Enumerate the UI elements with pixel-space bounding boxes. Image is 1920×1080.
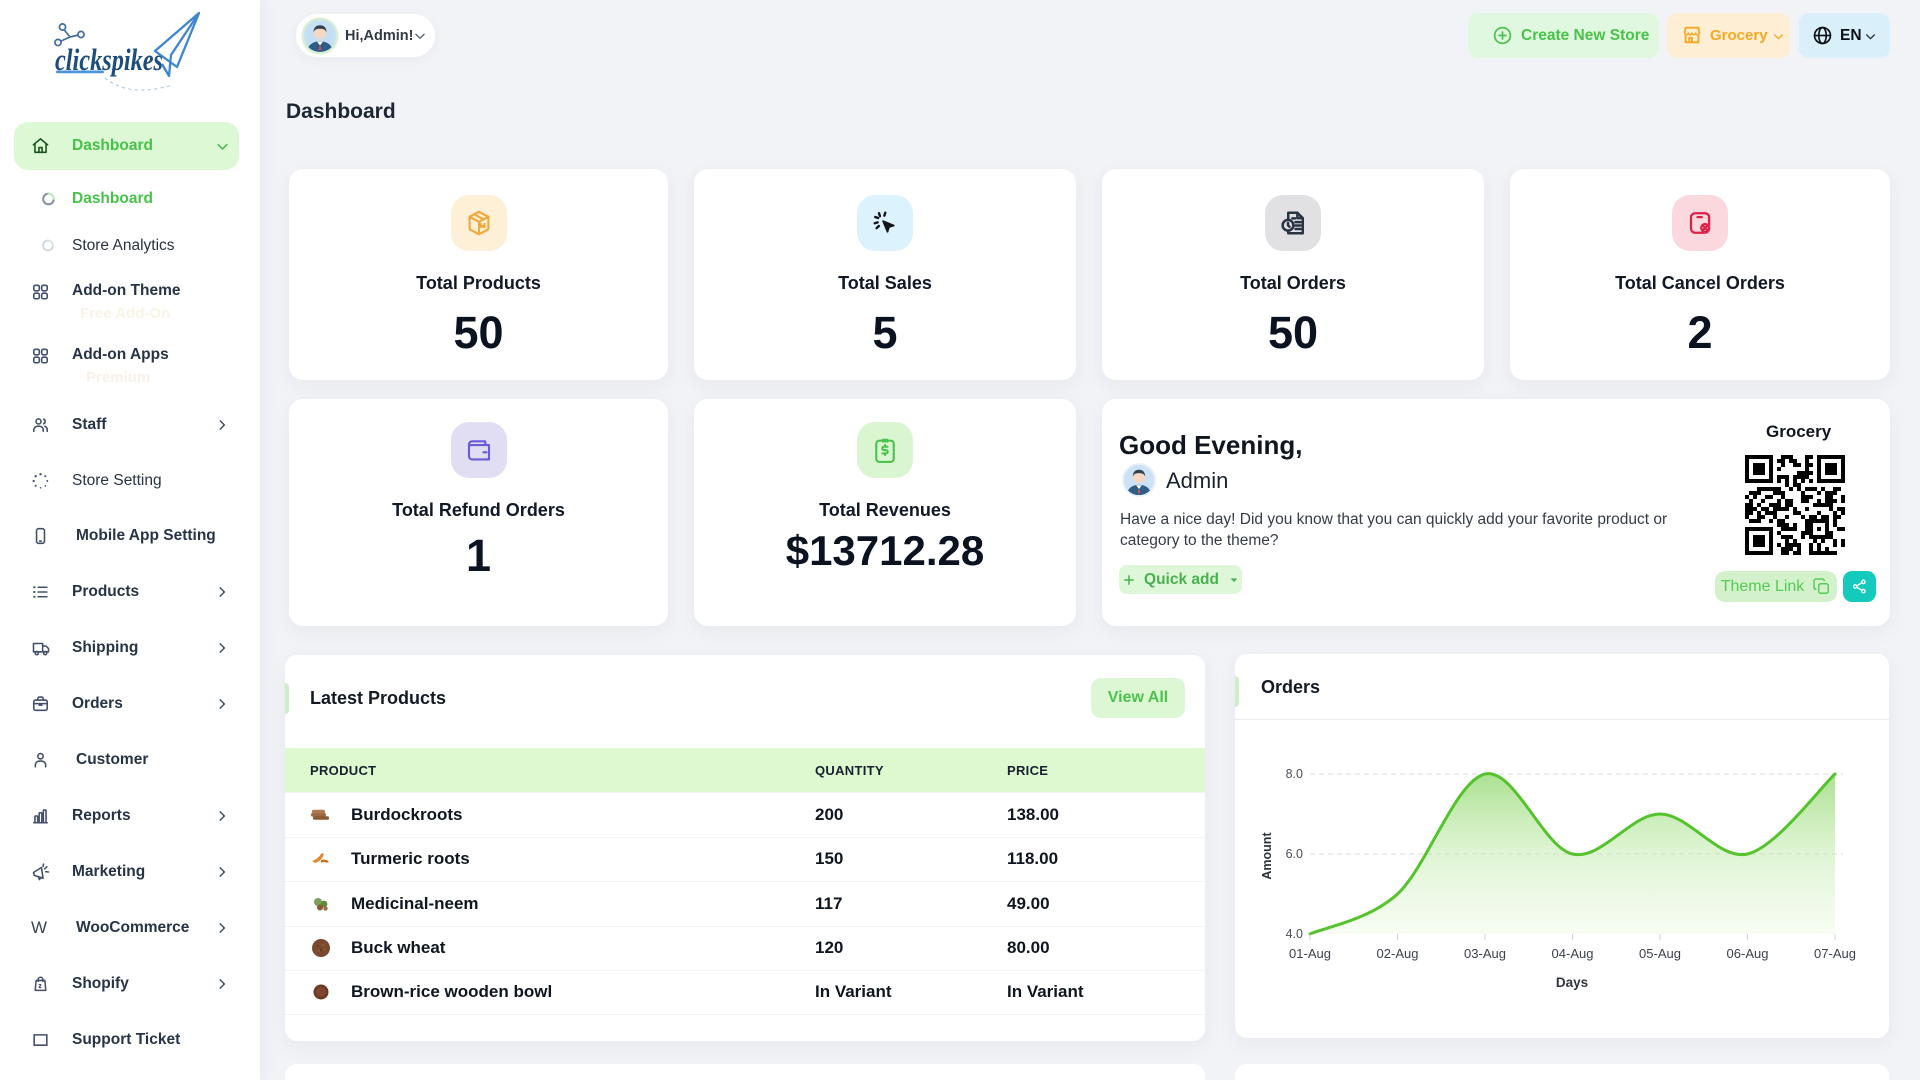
svg-text:03-Aug: 03-Aug (1464, 946, 1506, 961)
svg-text:8.0: 8.0 (1286, 767, 1303, 781)
svg-text:04-Aug: 04-Aug (1552, 946, 1594, 961)
svg-text:01-Aug: 01-Aug (1289, 946, 1331, 961)
svg-text:02-Aug: 02-Aug (1377, 946, 1419, 961)
svg-text:07-Aug: 07-Aug (1814, 946, 1856, 961)
svg-text:Amount: Amount (1260, 832, 1274, 880)
svg-text:06-Aug: 06-Aug (1727, 946, 1769, 961)
svg-text:05-Aug: 05-Aug (1639, 946, 1681, 961)
svg-text:6.0: 6.0 (1286, 847, 1303, 861)
svg-text:Days: Days (1556, 975, 1588, 990)
svg-text:4.0: 4.0 (1286, 927, 1303, 941)
